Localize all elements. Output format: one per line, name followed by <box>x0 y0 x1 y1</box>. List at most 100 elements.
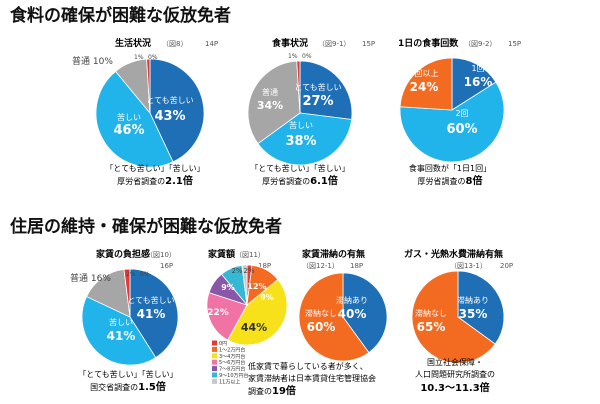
pie-slice <box>299 60 353 120</box>
pie-slice <box>457 270 505 345</box>
slice-label: とても苦しい <box>294 82 341 92</box>
caption-emphasis: 8倍 <box>466 174 483 187</box>
pie-slice <box>206 292 248 341</box>
chart-title: 生活状況 <box>115 37 151 49</box>
section1-title: 食料の確保が困難な仮放免者 <box>10 5 231 26</box>
legend-label: 1〜2万円台 <box>219 346 245 353</box>
caption-emphasis: 6.1倍 <box>310 174 338 187</box>
chart-kaisuu: 1日の食事回数 （図9-2） 15P 1回 16% 2回 60% 3回以上 24… <box>398 37 521 187</box>
legend-swatch <box>212 366 217 372</box>
pie-slice <box>451 57 497 111</box>
caption-line: 「とても苦しい」「苦しい」 <box>250 163 349 173</box>
chart-seikatsu: 生活状況 （図8） 14P とても苦しい 43% 苦しい 46% 普通 10% … <box>72 37 218 187</box>
caption-line: 厚労省調査の8倍 <box>418 174 483 187</box>
pie-slice <box>247 60 301 145</box>
slice-label: 苦しい <box>289 120 313 130</box>
caption-line: 調査の19倍 <box>248 384 296 397</box>
pie-slice <box>123 268 131 318</box>
chart-ref: （図9-2） <box>464 40 496 48</box>
caption-emphasis: 2.1倍 <box>165 174 193 187</box>
pie-slice <box>81 296 157 366</box>
chart-title: 家賃の負担感 <box>96 248 150 260</box>
caption-text: 国交省調査の <box>90 382 138 392</box>
chart-ref: （図10） <box>146 251 176 259</box>
chart-page: 20P <box>500 262 513 270</box>
chart-shokuji: 食事状況 （図9-1） 15P とても苦しい 27% 苦しい 38% 普通 34… <box>247 37 375 187</box>
pie-slice <box>411 270 496 364</box>
slice-value: 16% <box>464 75 493 89</box>
slice-value: 41% <box>107 329 136 343</box>
slice-label: 普通 <box>262 87 278 97</box>
slice-value: 24% <box>410 80 439 94</box>
slice-value: 65% <box>417 320 446 334</box>
caption-line: 食事回数が「1日1回」 <box>409 163 491 173</box>
slice-value: 34% <box>257 99 283 112</box>
pie-slice <box>86 268 131 318</box>
slice-label: 0% <box>140 271 150 278</box>
slice-label: 0% <box>148 54 158 61</box>
chart-yachin-gaku: 家賃額 （図11） 18P 2% 12% 44% 22% 9% 9% 2% 0円… <box>206 248 376 397</box>
slice-value: 44% <box>241 321 267 334</box>
slice-value: 60% <box>446 122 477 137</box>
slice-value: 41% <box>137 307 166 321</box>
chart-page: 18P <box>350 262 363 270</box>
slice-value: 40% <box>338 307 367 321</box>
slice-value: 9% <box>221 283 235 292</box>
legend-label: 5〜6万円台 <box>219 359 245 366</box>
caption-line: 厚労省調査の6.1倍 <box>262 174 338 187</box>
slice-label: 苦しい <box>109 317 133 327</box>
legend-label: 11万以上 <box>219 378 240 385</box>
slice-value: 12% <box>247 282 266 291</box>
legend-label: 3〜4万円台 <box>219 353 245 360</box>
slice-value: 43% <box>154 109 185 124</box>
caption-line: 厚労省調査の2.1倍 <box>117 174 193 187</box>
slice-label: 3回以上 <box>409 69 438 78</box>
slice-label: 0% <box>302 53 312 60</box>
legend-swatch <box>212 359 217 365</box>
caption-text: 厚労省調査の <box>418 176 466 186</box>
caption-text: 調査の <box>248 386 272 396</box>
caption-line: 「とても苦しい」「苦しい」 <box>78 369 177 379</box>
pie-slice <box>95 70 174 168</box>
pie-slice <box>298 272 370 362</box>
slice-label: 1回 <box>471 64 484 73</box>
caption-line: 10.3〜11.3倍 <box>420 381 489 394</box>
slice-value: 9% <box>260 293 274 302</box>
slice-label: 普通 10% <box>72 55 113 67</box>
slice-label: 1% <box>134 54 144 61</box>
slice-value: 2% <box>231 267 242 275</box>
pie-slice <box>296 60 301 114</box>
slice-label: 滞納なし <box>305 308 337 318</box>
chart-page: 14P <box>205 40 218 48</box>
slice-value: 2% <box>243 267 254 275</box>
chart-ref: （図12-1） <box>302 262 339 270</box>
legend-swatch <box>212 372 217 378</box>
chart-title: ガス・光熱水費滞納有無 <box>404 248 503 260</box>
legend-swatch <box>212 346 217 352</box>
pie-slice <box>227 278 288 346</box>
chart-gasu: ガス・光熱水費滞納有無 （図13-1） 20P 滞納あり 35% 滞納なし 65… <box>404 248 513 394</box>
chart-title: 家賃滞納の有無 <box>302 248 365 260</box>
chart-yachin-futan: 家賃の負担感 （図10） 16P とても苦しい 41% 苦しい 41% 普通 1… <box>70 248 179 393</box>
slice-value: 38% <box>285 134 316 149</box>
caption-line: 国立社会保障・ <box>427 357 483 367</box>
slice-value: 27% <box>302 94 333 109</box>
chart-title: 1日の食事回数 <box>398 37 459 49</box>
chart-yachin-tainou: 家賃滞納の有無 （図12-1） 18P 滞納あり 40% 滞納なし 60% <box>298 248 388 362</box>
legend-label: 7〜8万円台 <box>219 366 245 373</box>
slice-label: 1% <box>288 53 298 60</box>
chart-page: 16P <box>160 262 173 270</box>
pie-slice <box>149 58 205 163</box>
slice-label: とても苦しい <box>127 295 174 305</box>
pie-slice <box>257 112 353 166</box>
legend-label: 9〜10万円台 <box>219 372 249 379</box>
slice-value: 22% <box>207 308 229 318</box>
pie-slice <box>342 272 388 354</box>
slice-label: 普通 16% <box>70 272 111 284</box>
chart-ref: （図8） <box>162 40 187 48</box>
caption-line: 家賃滞納者は日本賃貸住宅管理協会 <box>248 373 376 383</box>
slice-value: 35% <box>459 307 488 321</box>
slice-label: 滞納あり <box>336 295 368 305</box>
